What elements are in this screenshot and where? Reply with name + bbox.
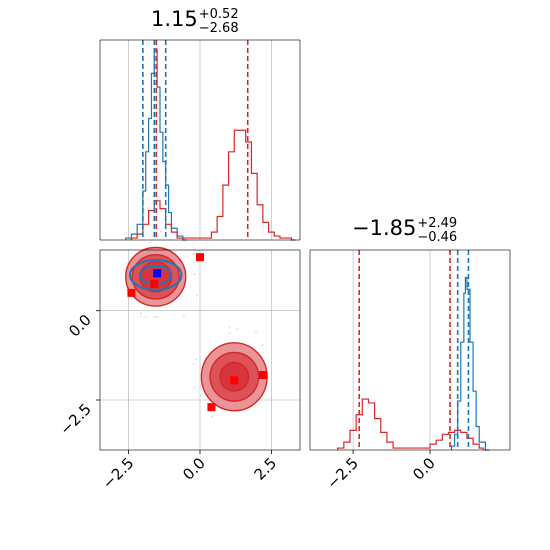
joint-sample	[228, 332, 231, 335]
title-param2: −1.85 +2.49 −0.46	[352, 216, 457, 245]
joint-sample	[192, 253, 194, 256]
joint-marker-red	[258, 371, 267, 379]
joint-sample	[125, 262, 128, 265]
joint-ytick-label: −2.5	[56, 400, 94, 438]
joint-sample	[183, 315, 185, 317]
joint-sample	[139, 312, 142, 314]
joint-sample	[255, 331, 257, 333]
joint-sample	[149, 241, 151, 244]
joint-marker-red	[230, 376, 239, 385]
joint-sample	[139, 315, 142, 318]
joint-sample	[193, 386, 196, 389]
marginal-param2-series-1	[337, 398, 484, 450]
joint-sample	[270, 396, 273, 399]
title-param1: 1.15 +0.52 −2.68	[151, 7, 239, 36]
joint-sample	[228, 326, 231, 328]
joint-sample	[145, 316, 147, 318]
joint-xtick-label: 0.0	[179, 454, 209, 484]
marginal-param1-series-1	[130, 129, 296, 241]
joint-sample	[261, 344, 264, 346]
joint-xtick-label: −2.5	[99, 454, 137, 492]
marginal-param2-xtick-label: 0.0	[409, 454, 439, 484]
joint-sample	[192, 363, 195, 365]
joint-xtick-label: 2.5	[251, 454, 281, 484]
joint-sample	[193, 252, 195, 255]
joint-sample	[195, 358, 197, 361]
title-param2-upper: +2.49	[417, 215, 458, 231]
joint-sample	[177, 239, 179, 242]
joint-marker-blue	[153, 269, 162, 278]
joint-sample	[156, 316, 159, 318]
joint-sample	[211, 415, 213, 418]
title-param1-upper: +0.52	[198, 6, 239, 22]
joint-marker-red	[150, 279, 159, 288]
joint-sample	[236, 328, 239, 331]
marginal-param2-panel: −2.5 0.0	[309, 249, 511, 493]
joint-marker-red	[127, 288, 136, 297]
title-param2-lower: −0.46	[417, 229, 458, 245]
marginal-param1-series-0	[125, 49, 187, 241]
joint-sample	[196, 294, 199, 297]
title-param1-lower: −2.68	[198, 20, 239, 36]
marginal-param2-xtick-label: −2.5	[323, 454, 361, 492]
joint-sample	[154, 315, 156, 318]
marginal-param2-frame	[309, 249, 511, 451]
joint-ytick-label: 0.0	[65, 311, 95, 341]
marginal-param1-panel	[99, 39, 301, 241]
joint-contour	[129, 259, 183, 291]
title-param1-median: 1.15	[151, 7, 198, 31]
marginal-param1-frame	[99, 39, 301, 241]
joint-sample	[146, 232, 149, 235]
joint-sample	[126, 288, 128, 291]
joint-sample	[193, 273, 196, 276]
joint-sample	[160, 230, 162, 232]
joint-panel: −2.5 0.0 2.5 0.0 −2.5	[56, 230, 301, 493]
joint-marker-red	[207, 403, 216, 412]
title-param2-median: −1.85	[352, 216, 417, 240]
joint-marker-red	[196, 253, 204, 262]
